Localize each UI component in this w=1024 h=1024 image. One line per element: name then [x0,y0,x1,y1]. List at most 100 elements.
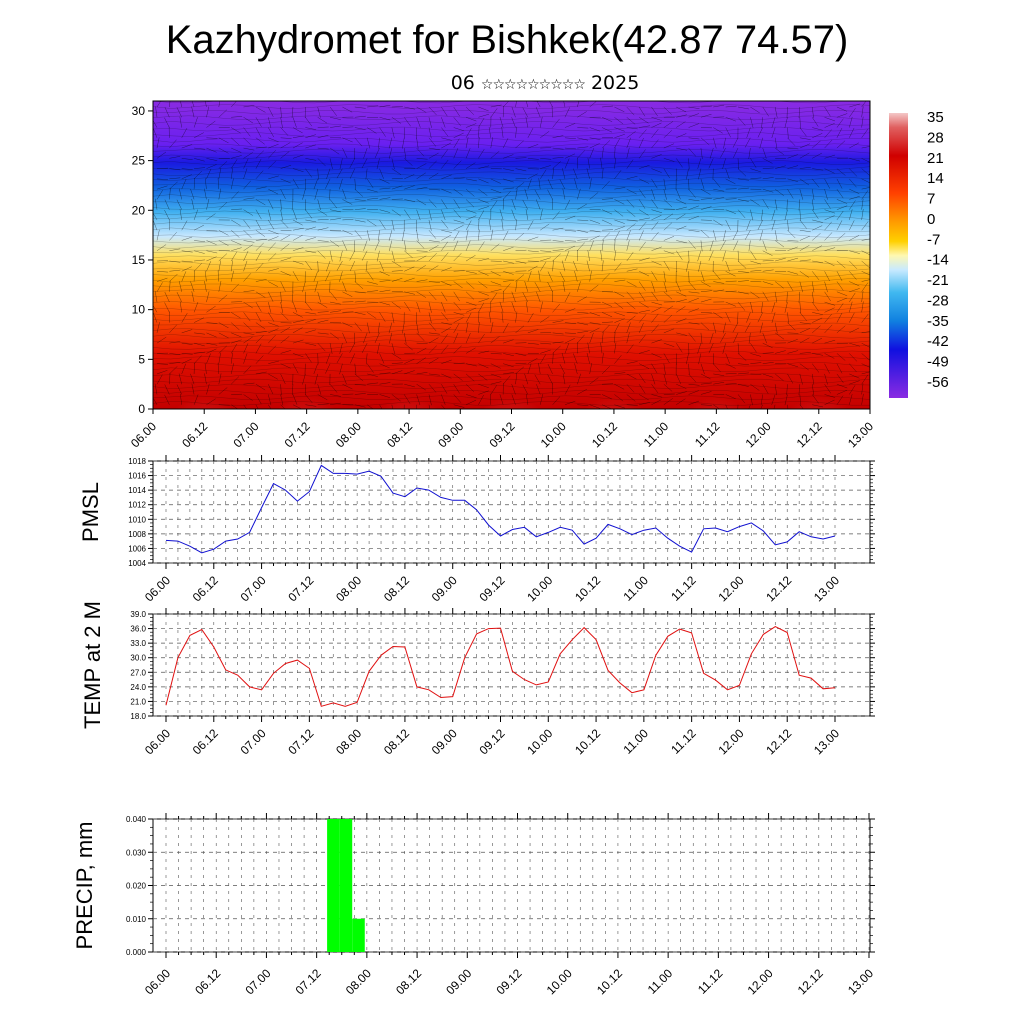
colorbar [889,113,908,398]
wind-barb [428,188,440,191]
wind-barb [218,168,222,179]
wind-barb [181,144,193,149]
contour-line [153,379,870,384]
wind-barb [428,312,432,324]
wind-barb [564,123,576,128]
wind-barb [651,231,659,241]
wind-barb [787,312,789,324]
wind-barb [824,215,835,221]
wind-barb [601,127,613,133]
wind-barb [379,372,391,375]
wind-barb [744,137,751,148]
wind-barb [602,105,614,108]
wind-barb [231,137,240,146]
wind-barb [330,125,341,128]
wind-barb [587,342,590,354]
wind-barb [243,180,251,190]
wind-barb [402,322,405,334]
wind-barb [255,262,264,272]
wind-barb [762,260,774,262]
wind-barb [181,342,193,345]
wind-barb [156,370,168,375]
wind-barb [639,309,650,313]
wind-barb [614,322,620,333]
wind-barb [243,301,253,309]
wind-barb [511,384,516,395]
wind-barb [342,332,348,344]
wind-barb [441,117,446,128]
wind-barb [154,383,158,395]
wind-barb [849,220,855,231]
wind-barb [416,240,425,249]
wind-barb [559,364,566,375]
wind-barb [353,332,356,344]
wind-barb [663,373,668,385]
wind-barb [663,130,673,138]
wind-barb [478,291,489,296]
wind-barb [515,311,518,323]
wind-barb [663,199,673,208]
wind-barb [428,147,440,151]
wind-barb [404,106,416,110]
wind-barb [626,251,634,262]
wind-barb [663,328,675,334]
wind-barb [564,199,571,210]
temp-x-tick-label: 12.12 [763,726,794,757]
wind-barb [193,224,204,231]
wind-barb [601,273,610,282]
wind-barb [651,394,663,398]
wind-barb [824,353,835,359]
wind-barb [354,230,362,239]
wind-barb [231,155,242,159]
temp-y-tick-label: 21.0 [130,697,146,706]
wind-barb [811,301,819,312]
wind-barb [750,168,761,173]
wind-barb [441,334,448,344]
wind-barb [824,232,833,241]
wind-barb [722,322,726,334]
wind-barb [786,291,788,303]
wind-barb [540,169,547,180]
wind-barb [577,334,585,344]
wind-barb [255,404,259,409]
wind-barb [614,239,616,251]
wind-barb [478,219,480,231]
wind-barb [441,394,446,405]
wind-barb [206,353,211,364]
wind-barb [243,250,249,262]
contour-line [153,255,870,260]
wind-barb [391,301,401,309]
wind-barb [663,213,674,221]
wind-barb [317,301,328,308]
wind-barb [191,106,195,118]
wind-barb [536,291,541,303]
wind-barb [836,140,846,149]
wind-barb [675,342,683,353]
wind-barb [478,298,489,303]
wind-barb [552,147,564,150]
wind-barb [587,250,590,262]
pmsl-x-tick-label: 08.12 [381,573,412,604]
wind-barb [291,291,294,303]
wind-barb [676,147,688,151]
wind-barb [379,301,391,306]
wind-barb [206,332,217,338]
wind-barb [811,178,820,188]
wind-barb [688,188,696,198]
wind-barb [676,398,686,405]
wind-barb [750,362,762,364]
wind-barb [799,245,810,251]
wind-barb [366,363,374,373]
wind-barb [638,384,646,394]
wind-barb [675,281,681,292]
colorbar-label: -28 [927,292,949,309]
wind-barb [156,322,160,333]
wind-barb [713,127,723,134]
wind-barb [515,249,527,251]
wind-barb [708,343,714,354]
pmsl-y-tick-label: 1006 [128,544,146,553]
wind-barb [280,336,290,344]
wind-barb [243,353,248,364]
wind-barb [663,189,667,200]
